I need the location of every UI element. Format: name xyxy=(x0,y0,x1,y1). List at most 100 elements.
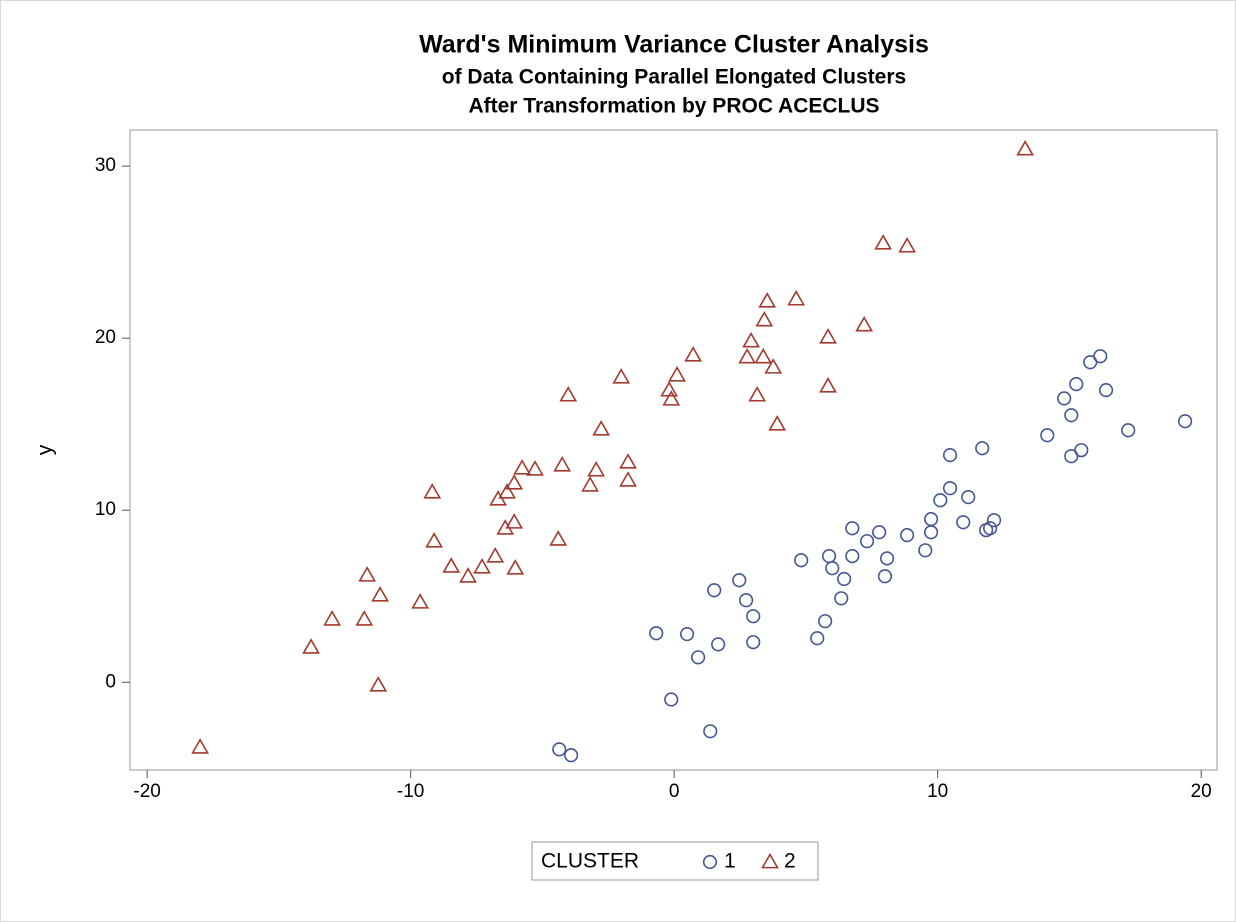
data-point xyxy=(956,515,971,530)
data-point xyxy=(423,483,442,499)
x-tick-label: -20 xyxy=(133,781,160,802)
data-point xyxy=(787,290,806,306)
legend-marker xyxy=(702,854,718,870)
data-point xyxy=(764,358,783,374)
data-point xyxy=(369,676,388,692)
data-point xyxy=(1074,443,1089,458)
data-point xyxy=(371,586,389,602)
data-point xyxy=(738,593,754,608)
data-point xyxy=(758,292,777,308)
data-point xyxy=(837,571,852,587)
data-point xyxy=(619,471,637,487)
y-tick-label: 10 xyxy=(95,499,116,520)
data-point xyxy=(975,441,990,456)
data-point xyxy=(918,543,933,558)
data-point xyxy=(1016,139,1035,156)
data-point xyxy=(505,513,524,529)
y-tick-label: 20 xyxy=(95,327,116,348)
data-point xyxy=(711,637,726,652)
data-point xyxy=(933,493,948,508)
x-tick-label: 20 xyxy=(1191,781,1212,802)
data-point xyxy=(900,528,915,543)
data-point xyxy=(818,614,833,629)
x-tick-label: 0 xyxy=(669,781,680,802)
data-point xyxy=(649,626,664,641)
data-point xyxy=(942,481,958,496)
data-point xyxy=(323,610,341,626)
data-point xyxy=(442,557,461,573)
data-point xyxy=(679,626,695,642)
data-point xyxy=(486,547,505,563)
data-point xyxy=(872,525,887,540)
y-tick-label: 30 xyxy=(95,155,116,176)
data-point xyxy=(877,569,893,584)
data-point xyxy=(748,386,767,402)
data-point xyxy=(664,692,679,707)
data-point xyxy=(923,525,939,540)
x-tick-label: -10 xyxy=(397,781,424,802)
data-point xyxy=(746,635,761,650)
data-point xyxy=(742,331,760,348)
data-point xyxy=(794,553,809,568)
data-point xyxy=(549,530,568,546)
data-point xyxy=(819,377,837,393)
data-point xyxy=(1064,408,1079,423)
data-point xyxy=(581,476,599,492)
chart-subtitle: After Transformation by PROC ACECLUS xyxy=(468,95,879,118)
data-point xyxy=(619,453,637,469)
data-point xyxy=(587,461,606,477)
data-point xyxy=(1098,383,1114,398)
data-point xyxy=(668,366,686,382)
data-point xyxy=(662,390,681,406)
data-point xyxy=(358,566,377,582)
data-point xyxy=(825,561,840,576)
data-point xyxy=(513,459,531,475)
data-point xyxy=(879,551,895,566)
data-point xyxy=(425,532,443,548)
data-point xyxy=(684,346,703,362)
data-point xyxy=(1121,423,1136,438)
data-point xyxy=(738,347,757,364)
data-point xyxy=(898,237,916,253)
data-point xyxy=(459,567,477,583)
data-point xyxy=(755,310,774,327)
data-point xyxy=(411,593,430,609)
data-point xyxy=(564,748,579,763)
plot-frame xyxy=(129,129,1218,771)
data-point xyxy=(768,415,787,431)
data-point xyxy=(505,474,524,490)
data-point xyxy=(553,456,572,472)
data-point xyxy=(592,420,611,436)
data-point xyxy=(746,609,761,624)
data-point xyxy=(707,583,722,598)
y-axis-label: y xyxy=(34,444,57,455)
chart-subtitle: of Data Containing Parallel Elongated Cl… xyxy=(442,66,906,89)
legend-box xyxy=(531,841,819,881)
data-point xyxy=(473,558,491,574)
data-point xyxy=(506,559,525,575)
data-point xyxy=(1040,428,1055,443)
data-point xyxy=(191,738,209,754)
data-point xyxy=(845,549,860,564)
data-point xyxy=(732,573,747,588)
data-point xyxy=(961,490,976,505)
data-point xyxy=(754,347,773,364)
data-point xyxy=(1178,414,1193,429)
data-point xyxy=(986,513,1002,528)
legend-label: 2 xyxy=(784,850,796,873)
data-point xyxy=(874,234,893,250)
legend-label: 1 xyxy=(724,850,736,873)
legend-marker xyxy=(761,852,779,869)
data-point xyxy=(691,650,706,665)
data-point xyxy=(355,610,374,626)
data-point xyxy=(498,483,516,499)
x-tick-label: 10 xyxy=(927,781,948,802)
data-point xyxy=(983,521,998,536)
y-tick-label: 0 xyxy=(105,671,116,692)
data-point xyxy=(559,386,578,402)
data-point xyxy=(859,534,875,549)
data-point xyxy=(819,328,837,344)
legend-title: CLUSTER xyxy=(541,850,639,873)
